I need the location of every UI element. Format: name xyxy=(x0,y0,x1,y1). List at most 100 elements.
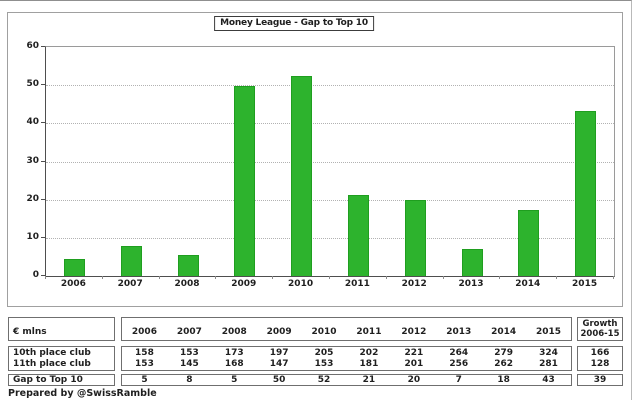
y-axis-label-30: 30 xyxy=(26,155,39,166)
row-label-10th: 10th place club xyxy=(13,347,91,358)
value-cell-row1-col6: 201 xyxy=(404,359,424,370)
value-cell-row0-col6: 221 xyxy=(404,347,424,358)
gap-cell-col1: 8 xyxy=(186,375,193,385)
year-header-2010: 2010 xyxy=(311,327,337,337)
value-cell-row1-col0: 153 xyxy=(135,359,154,370)
growth-header-line1: Growth xyxy=(582,319,618,329)
y-axis-tick xyxy=(41,84,45,86)
value-cell-row1-col8: 262 xyxy=(494,359,514,370)
bar-2008 xyxy=(177,255,199,276)
gap-cell-col6: 20 xyxy=(407,375,421,385)
chart-title: Money League - Gap to Top 10 xyxy=(214,16,374,31)
gap-cell-col4: 52 xyxy=(317,375,331,385)
x-axis-label-2007: 2007 xyxy=(117,279,143,289)
x-axis-label-2013: 2013 xyxy=(458,279,484,289)
bar-2015 xyxy=(575,110,597,276)
value-cell-row1-col9: 281 xyxy=(539,359,558,370)
value-cell-row0-col2: 173 xyxy=(224,347,244,358)
value-cell-row0-col1: 153 xyxy=(179,347,199,358)
year-header-2008: 2008 xyxy=(221,327,247,337)
bar-2013 xyxy=(461,248,483,276)
gap-row-label: Gap to Top 10 xyxy=(8,374,115,386)
y-axis-tick xyxy=(41,198,45,200)
x-axis-label-2010: 2010 xyxy=(288,279,314,289)
value-cell-row0-col8: 279 xyxy=(494,347,514,358)
growth-value-10th: 166 xyxy=(590,347,610,358)
y-axis-label-50: 50 xyxy=(26,79,39,90)
year-header-2013: 2013 xyxy=(446,327,472,337)
table-values: 158 153 173 197 205 202 221 264 279 324 153 145 168 1… xyxy=(121,346,572,371)
value-cell-row1-col5: 181 xyxy=(359,359,379,370)
x-axis-tick xyxy=(556,276,558,279)
x-axis-label-2006: 2006 xyxy=(60,279,86,289)
bar-2014 xyxy=(518,209,540,276)
gap-cell-col5: 21 xyxy=(362,375,376,385)
value-cell-row1-col2: 168 xyxy=(224,359,244,370)
gap-cell-col2: 5 xyxy=(231,375,238,385)
bar-2010 xyxy=(291,76,313,276)
gap-cell-col3: 50 xyxy=(272,375,286,385)
gap-cell-col0: 5 xyxy=(141,375,148,385)
row-label-11th: 11th place club xyxy=(13,359,91,370)
unit-label: € mlns xyxy=(13,327,47,337)
y-axis-label-10: 10 xyxy=(26,231,39,242)
value-cell-row0-col9: 324 xyxy=(539,347,558,358)
table-growth-values: 166 128 xyxy=(577,346,623,371)
y-axis-label-60: 60 xyxy=(26,41,39,51)
plot-area xyxy=(45,46,615,277)
y-axis-tick xyxy=(41,236,45,238)
x-axis-tick xyxy=(329,276,330,279)
x-axis-tick xyxy=(215,276,217,279)
gap-cell-col7: 7 xyxy=(455,375,462,385)
x-axis-label-2008: 2008 xyxy=(174,279,200,289)
x-axis-tick xyxy=(45,276,46,279)
value-cell-row1-col3: 147 xyxy=(269,359,289,370)
x-axis-label-2011: 2011 xyxy=(344,279,370,289)
gap-cell-col8: 18 xyxy=(497,375,510,385)
x-axis-tick xyxy=(499,276,501,279)
value-cell-row1-col7: 256 xyxy=(449,359,469,370)
x-axis-tick xyxy=(101,276,103,279)
year-header-2014: 2014 xyxy=(491,327,517,337)
x-axis-label-2015: 2015 xyxy=(572,279,598,289)
y-axis-label-40: 40 xyxy=(26,117,39,128)
y-axis-tick xyxy=(41,275,45,276)
x-axis-tick xyxy=(385,276,387,279)
value-cell-row0-col3: 197 xyxy=(269,347,289,358)
x-axis-tick xyxy=(442,276,444,279)
gridline-10 xyxy=(46,237,614,239)
bar-2007 xyxy=(120,246,142,276)
growth-value-11th: 128 xyxy=(590,359,610,370)
value-cell-row0-col5: 202 xyxy=(359,347,379,358)
year-header-2015: 2015 xyxy=(536,327,562,337)
year-header-2011: 2011 xyxy=(356,327,382,337)
gridline-30 xyxy=(46,161,614,163)
bar-2006 xyxy=(63,258,85,276)
value-cell-row1-col1: 145 xyxy=(179,359,199,370)
y-axis-label-0: 0 xyxy=(32,270,39,280)
y-axis-label-20: 20 xyxy=(26,193,39,204)
y-axis-tick xyxy=(41,46,45,47)
x-axis-label-2009: 2009 xyxy=(231,279,257,289)
gap-growth-value: 39 xyxy=(577,374,623,386)
growth-header-line2: 2006-15 xyxy=(580,329,620,339)
table-growth-header: Growth 2006-15 xyxy=(577,317,623,341)
year-header-2012: 2012 xyxy=(401,327,427,337)
x-axis-tick xyxy=(158,276,160,279)
x-axis-label-2012: 2012 xyxy=(401,279,427,289)
value-cell-row0-col4: 205 xyxy=(314,347,334,358)
table-unit-header: € mlns xyxy=(8,317,115,341)
year-header-2007: 2007 xyxy=(176,327,202,337)
year-header-2006: 2006 xyxy=(131,327,157,337)
value-cell-row0-col0: 158 xyxy=(135,347,154,358)
bar-2009 xyxy=(234,85,256,276)
gridline-50 xyxy=(46,85,614,87)
gridline-20 xyxy=(46,199,614,201)
credit-text: Prepared by @SwissRamble xyxy=(8,388,157,399)
chart-frame: Money League - Gap to Top 10 0 10 20 30 40 50… xyxy=(7,12,623,307)
table-year-headers: 2006 2007 2008 2009 2010 2011 2012 2013 2014 2015 xyxy=(121,317,572,341)
year-header-2009: 2009 xyxy=(266,327,292,337)
y-axis-tick xyxy=(41,160,45,162)
value-cell-row1-col4: 153 xyxy=(314,359,334,370)
